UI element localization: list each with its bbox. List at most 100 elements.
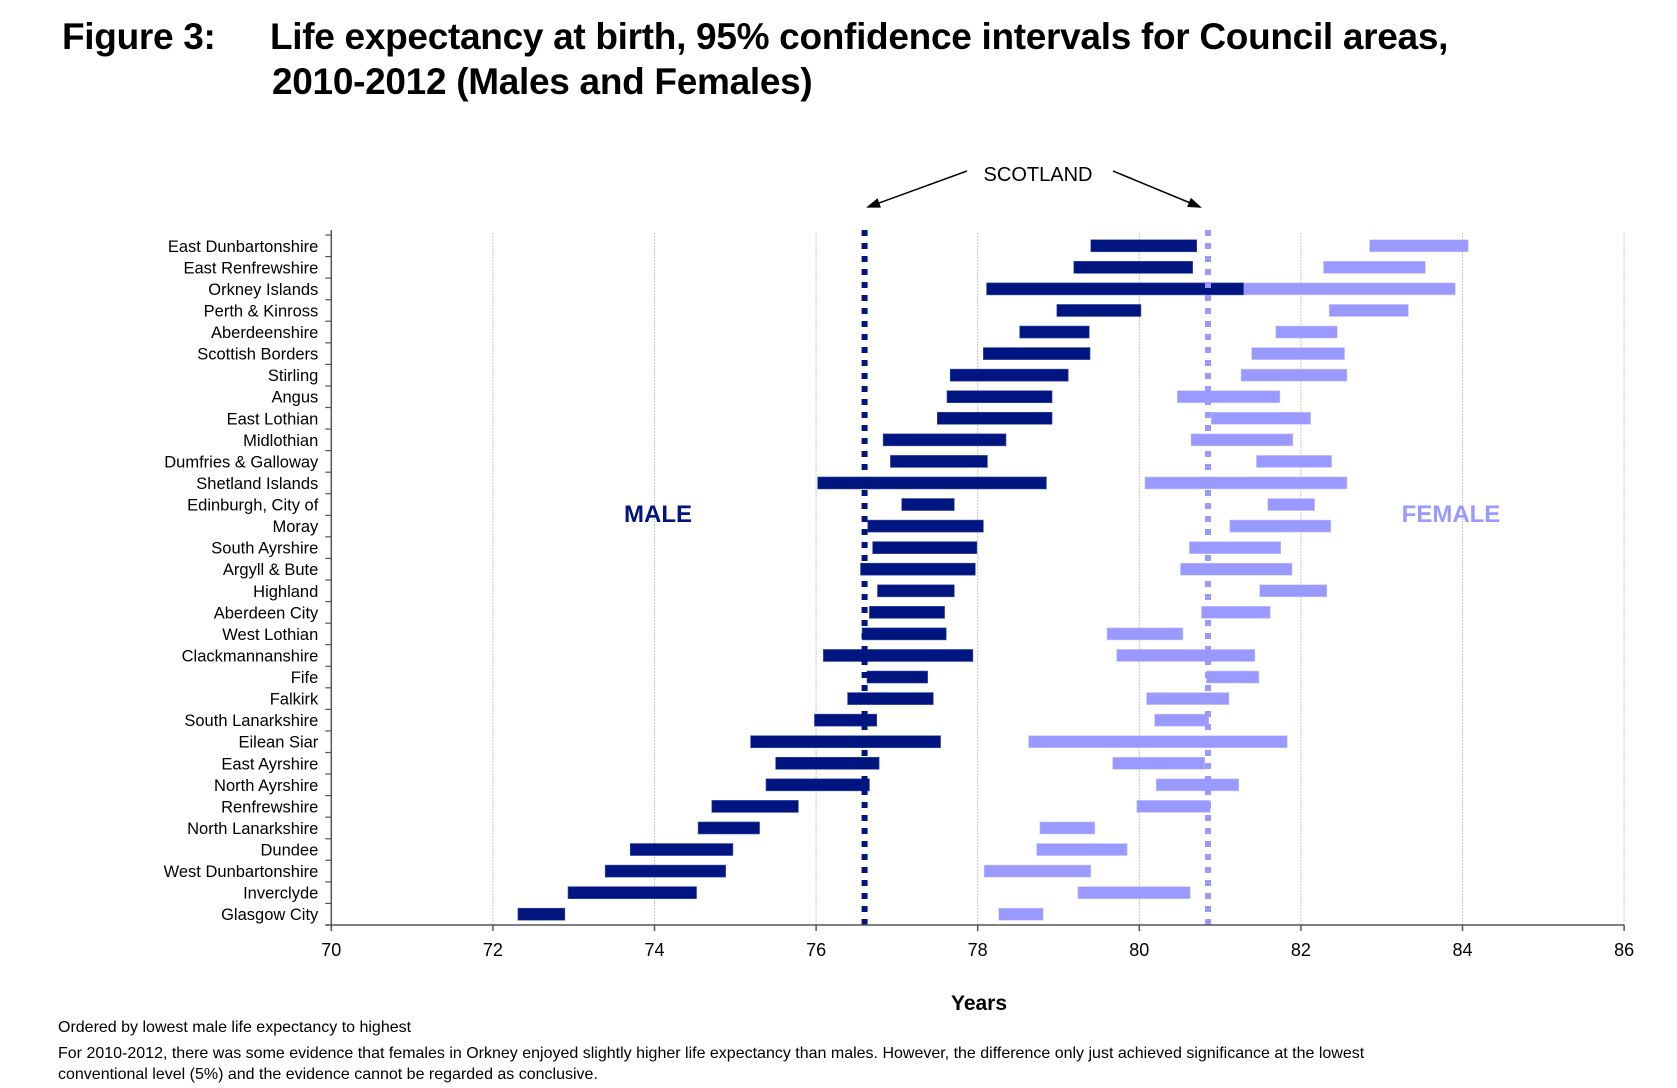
chart-title-line-2: 2010-2012 (Males and Females) xyxy=(272,61,813,102)
category-label: East Renfrewshire xyxy=(183,259,318,277)
female-range-bar xyxy=(1028,735,1288,749)
figure-number: Figure 3: xyxy=(62,16,216,57)
female-range-bar xyxy=(1206,670,1260,684)
female-range-bar xyxy=(983,864,1092,878)
x-tick-label: 76 xyxy=(806,940,826,960)
category-label: East Dunbartonshire xyxy=(168,238,318,256)
x-tick-labels: 70 72 74 76 78 80 82 84 86 xyxy=(321,940,1634,960)
female-range-bar xyxy=(1229,519,1332,533)
scotland-arrow-female xyxy=(1112,170,1202,208)
note-ordering: Ordered by lowest male life expectancy t… xyxy=(58,1019,412,1036)
male-range-bar xyxy=(750,735,941,749)
female-range-bar xyxy=(1154,713,1210,727)
category-label: Perth & Kinross xyxy=(204,302,319,320)
category-label: Eilean Siar xyxy=(239,734,319,752)
male-range-bar xyxy=(877,584,955,598)
female-range-bar xyxy=(1136,800,1211,813)
male-range-bar xyxy=(983,347,1091,360)
category-label: Orkney Islands xyxy=(208,281,318,299)
category-label: Shetland Islands xyxy=(196,475,318,493)
male-range-bar xyxy=(823,649,974,662)
female-range-bar xyxy=(1201,606,1271,619)
male-range-bar xyxy=(867,519,984,533)
male-range-bar xyxy=(697,821,760,835)
female-series-label: FEMALE xyxy=(1402,501,1501,528)
category-label: South Ayrshire xyxy=(211,540,318,558)
male-range-bar xyxy=(814,713,878,727)
female-range-bar xyxy=(1243,282,1456,296)
female-range-bar xyxy=(1256,455,1332,468)
male-range-bar xyxy=(629,843,734,856)
category-label: Midlothian xyxy=(243,432,318,450)
male-range-bar xyxy=(847,692,934,705)
category-label: Aberdeen City xyxy=(214,604,319,622)
scotland-arrow-male xyxy=(866,170,968,208)
male-range-bar xyxy=(765,778,870,792)
male-range-bar xyxy=(901,498,955,511)
category-label: North Lanarkshire xyxy=(187,820,318,838)
female-range-bar xyxy=(1323,261,1426,274)
female-range-bar xyxy=(1369,239,1469,253)
category-label: East Ayrshire xyxy=(221,755,318,773)
female-range-bar xyxy=(1180,562,1293,576)
category-label: West Lothian xyxy=(222,626,318,644)
category-label: East Lothian xyxy=(227,410,319,428)
category-label: Moray xyxy=(272,518,319,536)
female-range-bar xyxy=(1240,368,1348,382)
note-orkney-line-2: conventional level (5%) and the evidence… xyxy=(58,1066,598,1083)
male-range-bar xyxy=(936,411,1053,425)
x-tick-label: 84 xyxy=(1452,940,1472,960)
male-range-bar xyxy=(567,886,697,899)
category-labels: East Dunbartonshire East Renfrewshire Orkn… xyxy=(164,238,319,924)
female-range-bar xyxy=(1259,584,1328,598)
male-range-bar xyxy=(946,390,1053,404)
female-range-bar xyxy=(1275,325,1338,339)
male-range-bar xyxy=(860,562,976,576)
female-range-bar xyxy=(1112,756,1206,770)
male-range-bar xyxy=(711,800,799,813)
female-range-bar xyxy=(1106,627,1184,641)
axes xyxy=(325,230,1625,931)
x-tick-label: 86 xyxy=(1614,940,1634,960)
category-label: Stirling xyxy=(268,367,318,385)
category-label: Falkirk xyxy=(270,691,319,709)
male-range-bar xyxy=(1019,325,1090,339)
x-tick-label: 80 xyxy=(1129,940,1149,960)
x-tick-label: 74 xyxy=(644,940,664,960)
scotland-annotation: SCOTLAND xyxy=(984,164,1093,186)
category-label: West Dunbartonshire xyxy=(164,863,319,881)
male-range-bar xyxy=(890,455,988,468)
male-range-bar xyxy=(817,476,1047,490)
female-range-bar xyxy=(1155,778,1239,792)
category-label: Aberdeenshire xyxy=(211,324,318,342)
male-range-bar xyxy=(949,368,1069,382)
category-label: Scottish Borders xyxy=(197,346,318,364)
male-range-bar xyxy=(869,606,945,619)
male-range-bar xyxy=(604,864,726,878)
female-range-bar xyxy=(1176,390,1281,404)
category-label: Glasgow City xyxy=(221,906,319,924)
category-label: Clackmannanshire xyxy=(182,647,319,665)
category-label: Dumfries & Galloway xyxy=(164,453,319,471)
female-range-bar xyxy=(1189,541,1281,554)
male-range-bar xyxy=(517,907,566,921)
x-tick-label: 70 xyxy=(321,940,341,960)
male-range-bar xyxy=(861,627,947,641)
male-range-bar xyxy=(866,670,928,684)
female-range-bar xyxy=(1036,843,1128,856)
category-label: South Lanarkshire xyxy=(184,712,318,730)
male-range-bar xyxy=(775,756,880,770)
male-series-label: MALE xyxy=(624,501,692,528)
category-label: Fife xyxy=(291,669,319,687)
male-range-bar xyxy=(1056,304,1142,317)
female-range-bar xyxy=(1116,649,1256,662)
male-range-bar xyxy=(1090,239,1197,253)
female-range-bar xyxy=(1251,347,1345,360)
x-axis-title: Years xyxy=(951,992,1007,1015)
category-label: Dundee xyxy=(260,842,318,860)
category-label: Renfrewshire xyxy=(221,798,318,816)
x-tick-label: 72 xyxy=(483,940,503,960)
category-label: North Ayrshire xyxy=(214,777,318,795)
female-range-bar xyxy=(1190,433,1294,447)
